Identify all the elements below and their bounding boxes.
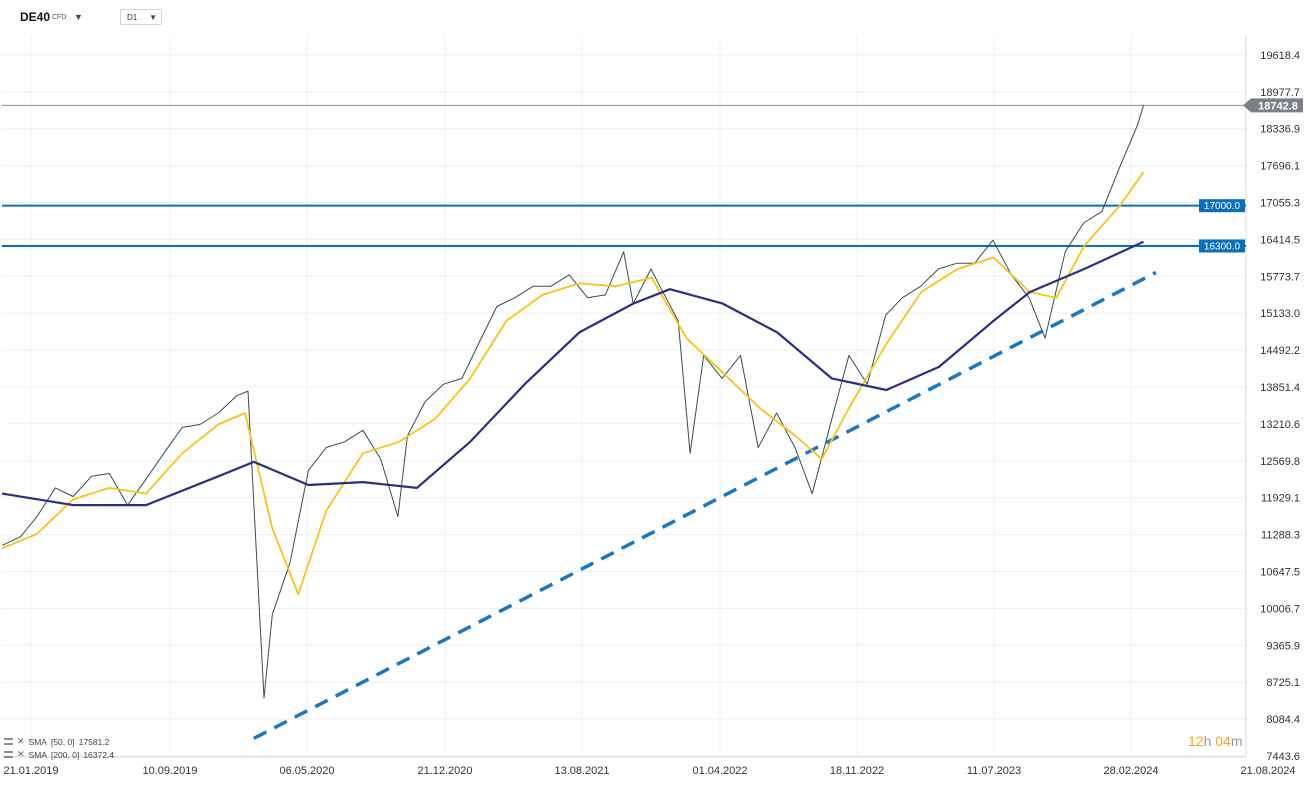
trendline (253, 270, 1157, 740)
chart-series (1, 105, 1145, 699)
indicator-settings-icon[interactable] (4, 738, 13, 745)
y-axis: 19618.4 18977.7 18336.9 17696.1 17055.3 16414… (1260, 50, 1300, 763)
legend-value: 17581.2 (78, 736, 110, 747)
indicator-settings-icon[interactable] (4, 751, 13, 758)
y-tick-label: 8084.4 (1266, 714, 1300, 726)
chevron-down-icon[interactable]: ▼ (74, 12, 83, 22)
symbol-type: CFD (52, 14, 67, 21)
timer-hours-unit: h (1203, 733, 1212, 749)
x-tick-label: 10.09.2019 (142, 765, 197, 777)
y-tick-label: 14492.2 (1260, 345, 1300, 357)
price-line (1, 105, 1144, 699)
y-tick-label: 12569.8 (1260, 456, 1300, 468)
last-price-tag (1243, 98, 1303, 113)
x-tick-label: 13.08.2021 (554, 765, 609, 777)
legend-label: SMA (28, 736, 47, 747)
legend-params: [200, 0] (50, 749, 80, 760)
y-tick-label: 11288.3 (1261, 530, 1300, 542)
level-tag (1199, 199, 1245, 213)
dashed-trendline (253, 270, 1157, 740)
close-icon[interactable]: ✕ (17, 749, 25, 759)
x-tick-label: 06.05.2020 (279, 765, 334, 777)
x-tick-label: 21.01.2019 (3, 765, 58, 777)
last-price-label: 18742.8 (1258, 100, 1298, 112)
horizontal-levels (2, 104, 1246, 247)
legend-sma-50[interactable]: ✕ SMA [50, 0] 17581.2 (4, 736, 109, 747)
chevron-down-icon: ▼ (149, 13, 157, 22)
legend-params: [50, 0] (50, 736, 75, 747)
price-tags: 17000.0 16300.0 18742.8 (1199, 98, 1303, 253)
level-tag (1199, 239, 1245, 253)
x-tick-label: 21.12.2020 (417, 765, 472, 777)
y-tick-label: 10006.7 (1260, 603, 1300, 615)
y-tick-label: 11929.1 (1261, 493, 1300, 505)
y-tick-label: 15773.7 (1260, 271, 1300, 283)
legend-value: 16372.4 (83, 749, 115, 760)
close-icon[interactable]: ✕ (17, 736, 25, 746)
x-tick-label: 18.11.2022 (830, 765, 884, 777)
x-tick-label: 11.07.2023 (967, 765, 1021, 777)
sma-50-line (1, 171, 1145, 596)
candle-countdown: 12h 04m (1188, 733, 1243, 749)
sma-200-line (1, 240, 1144, 507)
y-tick-label: 17055.3 (1260, 198, 1300, 210)
timer-minutes-unit: m (1230, 733, 1243, 749)
y-tick-label: 18977.7 (1260, 87, 1300, 99)
legend-sma-200[interactable]: ✕ SMA [200, 0] 16372.4 (4, 749, 114, 760)
x-tick-label: 01.04.2022 (692, 765, 747, 777)
timeframe-select[interactable]: D1 ▼ (120, 9, 162, 25)
y-tick-label: 15133.0 (1260, 308, 1300, 320)
symbol-name[interactable]: DE40 (20, 10, 51, 24)
y-tick-label: 13851.4 (1260, 382, 1300, 394)
y-tick-label: 13210.6 (1260, 419, 1300, 431)
y-tick-label: 8725.1 (1266, 677, 1300, 689)
chart-grid (2, 36, 1247, 758)
y-tick-label: 17696.1 (1260, 161, 1300, 173)
y-tick-label: 7443.6 (1266, 751, 1300, 763)
level-tag-label: 16300.0 (1204, 241, 1241, 252)
x-tick-label: 28.02.2024 (1103, 765, 1158, 777)
chart-toolbar: DE40 CFD ▼ D1 ▼ (0, 0, 1245, 34)
timeframe-value: D1 (127, 13, 138, 22)
legend-label: SMA (28, 749, 47, 760)
timer-minutes: 04 (1215, 733, 1231, 749)
timer-hours: 12 (1188, 733, 1204, 749)
x-tick-label: 21.08.2024 (1240, 765, 1295, 777)
y-tick-label: 16414.5 (1260, 234, 1300, 246)
y-tick-label: 9365.9 (1266, 640, 1300, 652)
x-axis: 21.01.2019 10.09.2019 06.05.2020 21.12.2020… (3, 765, 1295, 777)
y-tick-label: 18336.9 (1260, 124, 1300, 136)
level-tag-label: 17000.0 (1204, 201, 1241, 212)
y-tick-label: 10647.5 (1260, 567, 1300, 579)
y-tick-label: 19618.4 (1260, 50, 1300, 62)
